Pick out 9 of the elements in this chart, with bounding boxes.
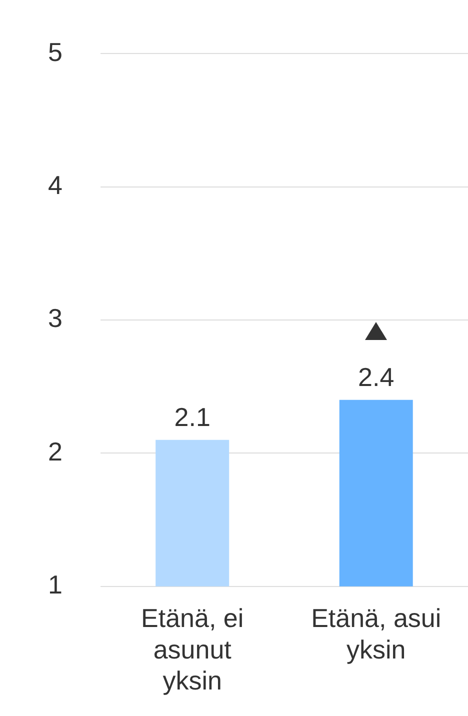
x-tick-label: Etänä, asui yksin	[311, 603, 442, 664]
y-tick-label: 3	[48, 303, 62, 334]
x-tick-label: Etänä, ei asunut yksin	[141, 603, 244, 696]
y-tick-label: 5	[48, 36, 62, 67]
y-tick-label: 4	[48, 170, 62, 200]
y-tick-label: 1	[48, 570, 62, 600]
data-label: 2.1	[174, 402, 210, 432]
data-label: 2.4	[358, 362, 394, 392]
y-tick-label: 2	[48, 436, 62, 466]
